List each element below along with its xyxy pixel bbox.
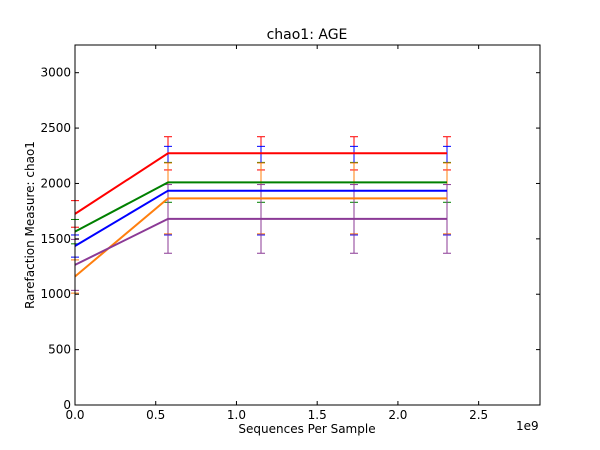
x-tick-label: 0.0 (65, 408, 84, 422)
y-tick-label: 3000 (40, 66, 71, 80)
x-tick-label: 0.5 (146, 408, 165, 422)
y-tick-label: 1000 (40, 287, 71, 301)
x-axis-offset-label: 1e9 (516, 419, 539, 433)
x-tick-label: 1.0 (227, 408, 246, 422)
x-tick-label: 2.5 (469, 408, 488, 422)
plot-frame (74, 44, 541, 406)
y-axis-label: Rarefaction Measure: chao1 (23, 141, 37, 309)
y-tick-label: 2500 (40, 121, 71, 135)
y-tick-label: 500 (48, 343, 71, 357)
axis-ticks: 0.0 0.5 1.0 1.5 2.0 2.5 0 500 1000 1500 2000 2500 30… (40, 45, 540, 422)
series-line-0 (74, 152, 447, 215)
x-axis-label: Sequences Per Sample (238, 422, 375, 436)
series-line-4 (74, 217, 447, 266)
chart-title: chao1: AGE (267, 27, 348, 43)
series-line-1 (74, 181, 447, 233)
y-tick-label: 1500 (40, 232, 71, 246)
x-tick-label: 1.5 (308, 408, 327, 422)
y-tick-label: 0 (63, 398, 71, 412)
series-line-3 (74, 197, 447, 278)
series-line-2 (74, 189, 447, 247)
y-tick-label: 2000 (40, 176, 71, 190)
x-tick-label: 2.0 (388, 408, 407, 422)
